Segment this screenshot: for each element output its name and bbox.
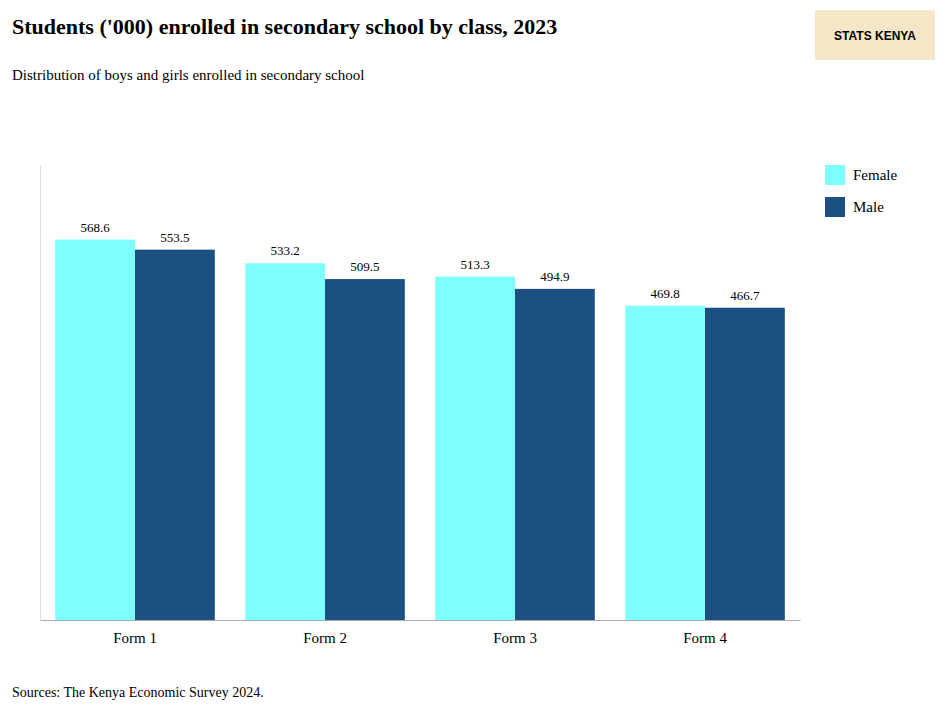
x-tick: Form 3 <box>493 620 537 646</box>
x-tick-label: Form 2 <box>303 630 347 646</box>
x-tick: Form 1 <box>113 620 157 646</box>
legend: Female Male <box>825 165 897 217</box>
x-tick: Form 4 <box>683 620 727 646</box>
plot: 568.6 533.2 513.3 469.8 553.5 509.5 494.9 466.7… <box>41 166 801 646</box>
y-axis-line <box>40 166 41 621</box>
bar <box>245 263 325 620</box>
x-tick-label: Form 1 <box>113 630 157 646</box>
data-label: 494.9 <box>540 269 569 284</box>
bar <box>325 279 405 620</box>
legend-swatch <box>825 197 845 217</box>
title: Students ('000) enrolled in secondary sc… <box>12 14 557 39</box>
source: Sources: The Kenya Economic Survey 2024. <box>12 685 264 700</box>
x-tick-label: Form 3 <box>493 630 537 646</box>
bars <box>55 240 785 620</box>
data-label: 509.5 <box>350 259 379 274</box>
data-label: 553.5 <box>160 230 189 245</box>
x-axis: Form 1 Form 2 Form 3 Form 4 <box>41 620 801 646</box>
data-labels: 568.6 533.2 513.3 469.8 553.5 509.5 494.9 466.7 <box>80 220 760 303</box>
legend-label: Male <box>853 199 884 215</box>
bar <box>135 250 215 620</box>
data-label: 533.2 <box>270 243 299 258</box>
legend-item: Female <box>825 165 897 185</box>
data-label: 513.3 <box>460 257 489 272</box>
bar <box>625 306 705 620</box>
bar <box>435 277 515 620</box>
series <box>135 250 785 620</box>
legend-label: Female <box>853 167 897 183</box>
series <box>55 240 705 620</box>
x-tick: Form 2 <box>303 620 347 646</box>
logo-text: STATS KENYA <box>834 29 916 43</box>
y-axis <box>40 166 41 621</box>
data-label: 568.6 <box>80 220 110 235</box>
legend-swatch <box>825 165 845 185</box>
legend-item: Male <box>825 197 884 217</box>
data-label: 466.7 <box>730 288 760 303</box>
bar <box>515 289 595 620</box>
bar <box>705 308 785 620</box>
bar <box>55 240 135 620</box>
x-tick-label: Form 4 <box>683 630 727 646</box>
chart: Students ('000) enrolled in secondary sc… <box>0 0 950 715</box>
logo: STATS KENYA <box>815 10 935 60</box>
x-axis-line <box>41 620 801 621</box>
subtitle: Distribution of boys and girls enrolled … <box>12 67 364 83</box>
logo-box <box>815 10 935 60</box>
data-label: 469.8 <box>650 286 679 301</box>
